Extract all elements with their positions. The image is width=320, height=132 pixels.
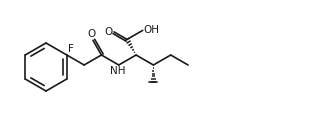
Text: OH: OH [144, 25, 160, 35]
Text: O: O [88, 29, 96, 39]
Text: O: O [104, 27, 113, 37]
Text: F: F [68, 44, 74, 54]
Text: NH: NH [110, 67, 125, 77]
